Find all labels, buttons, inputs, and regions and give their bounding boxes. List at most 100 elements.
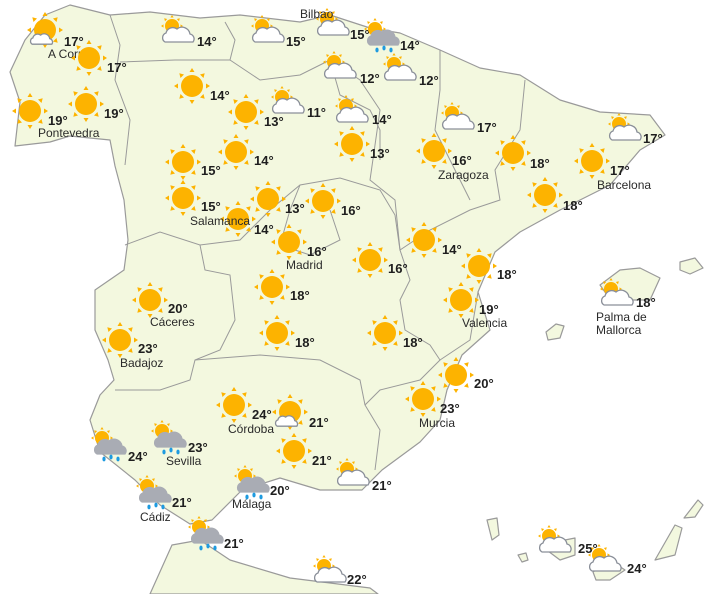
location-marker[interactable]: 18°: [259, 315, 315, 351]
location-marker[interactable]: 13°: [250, 181, 305, 217]
city-label: Pontevedra: [38, 126, 100, 140]
location-marker[interactable]: 21°: [336, 458, 392, 493]
temperature-label: 13°: [285, 201, 305, 216]
city-label: Málaga: [232, 497, 272, 511]
location-marker[interactable]: 17°: [441, 102, 497, 135]
rain-icon: [364, 18, 400, 53]
city-label: Madrid: [286, 258, 323, 272]
temperature-label: 19°: [104, 106, 124, 121]
location-marker[interactable]: 15°: [251, 15, 306, 49]
location-marker[interactable]: 19°Valencia: [443, 282, 507, 330]
location-marker[interactable]: 18°: [367, 315, 423, 351]
location-marker[interactable]: 15°: [165, 180, 221, 216]
location-marker[interactable]: 18°: [495, 135, 550, 171]
location-marker[interactable]: 21°: [276, 433, 332, 469]
location-marker[interactable]: 18°: [461, 248, 517, 284]
location-marker[interactable]: 18°: [254, 269, 310, 305]
region-borders: [109, 14, 131, 166]
la-palma-island: [486, 517, 500, 541]
temperature-label: 16°: [307, 244, 327, 259]
location-marker[interactable]: 14°: [218, 134, 274, 170]
region-borders: [194, 354, 366, 406]
temperature-label: 21°: [372, 478, 392, 493]
location-marker[interactable]: 12°: [323, 51, 380, 86]
temperature-label: 11°: [307, 105, 326, 120]
location-marker[interactable]: 17°: [608, 113, 663, 146]
temperature-label: 24°: [627, 561, 647, 576]
location-marker[interactable]: 24°: [588, 544, 647, 576]
temperature-label: 15°: [201, 199, 221, 214]
temperature-label: 18°: [290, 288, 310, 303]
temperature-label: 16°: [388, 261, 408, 276]
location-marker[interactable]: 15° Bilbao: [300, 7, 370, 42]
location-marker[interactable]: 14°: [174, 68, 230, 104]
location-marker[interactable]: 21°Cádiz: [136, 475, 192, 524]
temperature-label: 12°: [360, 71, 380, 86]
la-gomera-island: [517, 552, 529, 563]
menorca-island: [679, 257, 704, 275]
city-label: Cádiz: [140, 510, 171, 524]
temperature-label: 14°: [400, 38, 420, 53]
location-marker[interactable]: 12°: [383, 53, 439, 88]
ibiza-island: [545, 323, 565, 341]
city-label: Barcelona: [597, 178, 651, 192]
city-label: Bilbao: [300, 7, 334, 21]
location-marker[interactable]: 17°: [71, 40, 127, 76]
temperature-label: 22°: [347, 572, 367, 587]
city-label: Zaragoza: [438, 168, 489, 182]
location-marker[interactable]: 20°: [438, 357, 494, 393]
location-marker[interactable]: 16°Madrid: [271, 224, 327, 272]
temperature-label: 21°: [312, 453, 332, 468]
location-marker[interactable]: 22°: [313, 555, 367, 587]
location-marker[interactable]: 16°: [352, 242, 408, 278]
location-marker[interactable]: 19°: [68, 86, 124, 122]
location-marker[interactable]: 18°: [527, 177, 583, 213]
location-marker[interactable]: 18°Palma de Mallorca: [596, 278, 656, 337]
location-marker[interactable]: 21°: [272, 394, 329, 430]
location-marker[interactable]: 19°Pontevedra: [12, 93, 100, 140]
city-label: Cáceres: [150, 315, 195, 329]
location-marker[interactable]: 14°: [161, 15, 217, 49]
temperature-label: 17°: [477, 120, 497, 135]
city-label: Badajoz: [120, 356, 163, 370]
location-marker[interactable]: 20°Cáceres: [132, 282, 195, 329]
location-marker[interactable]: 16°: [305, 183, 361, 219]
location-marker[interactable]: 14°: [406, 222, 462, 258]
location-marker[interactable]: 24°: [91, 427, 148, 464]
location-marker[interactable]: 11°: [271, 86, 326, 120]
location-marker[interactable]: 15°: [165, 144, 221, 180]
location-marker[interactable]: 24°Córdoba: [216, 387, 274, 436]
region-borders: [434, 50, 471, 201]
temperature-label: 14°: [210, 88, 230, 103]
temperature-label: 20°: [168, 301, 188, 316]
temperature-label: 15°: [201, 163, 221, 178]
location-marker[interactable]: 14°: [364, 18, 420, 53]
temperature-label: 18°: [563, 198, 583, 213]
temperature-label: 14°: [254, 222, 274, 237]
location-marker[interactable]: 13°: [334, 126, 390, 162]
location-marker[interactable]: 23°Sevilla: [151, 420, 208, 468]
temperature-label: 15°: [286, 34, 306, 49]
location-marker[interactable]: 17°Barcelona: [574, 143, 651, 192]
region-borders: [439, 291, 479, 361]
temperature-label: 13°: [264, 114, 284, 129]
temperature-label: 19°: [48, 113, 68, 128]
location-marker[interactable]: 14° Salamanca: [190, 201, 274, 237]
region-borders: [229, 59, 526, 251]
temperature-label: 18°: [497, 267, 517, 282]
lanzarote-island: [683, 499, 704, 519]
temperature-label: 14°: [442, 242, 462, 257]
location-marker[interactable]: 23°Murcia: [405, 381, 460, 430]
location-marker[interactable]: 21°: [188, 516, 244, 551]
region-borders: [124, 177, 441, 471]
temperature-label: 18°: [530, 156, 550, 171]
location-marker[interactable]: 13°: [228, 94, 284, 130]
location-marker[interactable]: 23°Badajoz: [102, 322, 163, 370]
location-marker[interactable]: 20°Málaga: [232, 465, 290, 511]
location-marker[interactable]: 14°: [335, 95, 392, 127]
rain-icon: [136, 475, 172, 510]
location-marker[interactable]: 16°Zaragoza: [416, 133, 489, 182]
city-label: Valencia: [462, 316, 507, 330]
